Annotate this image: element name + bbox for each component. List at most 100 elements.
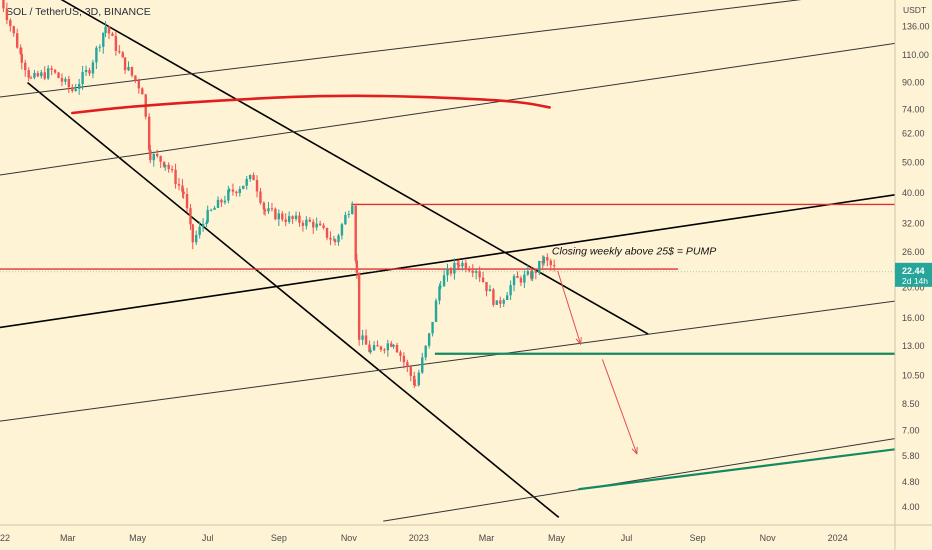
candle-body	[478, 271, 481, 278]
candle-body	[347, 213, 351, 215]
candle-body	[344, 214, 347, 225]
candle-body	[354, 205, 357, 261]
y-tick-label: 74.00	[902, 104, 925, 114]
candle-body	[308, 219, 312, 222]
candle-body	[235, 191, 238, 194]
candle-body	[351, 205, 354, 214]
candle-body	[155, 153, 159, 157]
y-tick-label: 136.00	[902, 21, 930, 31]
channel-lines	[0, 0, 896, 522]
candle-body	[449, 269, 453, 274]
candle-body	[446, 269, 449, 276]
candle-body	[201, 223, 205, 227]
candle-body	[277, 213, 281, 220]
candle-body	[111, 33, 114, 36]
candle-body	[259, 191, 262, 203]
candle-body	[468, 269, 471, 271]
candle-body	[421, 357, 424, 373]
arrow-head	[575, 337, 582, 346]
candle-body	[216, 199, 220, 208]
candle-body	[104, 26, 107, 33]
chart-title: SOL / TetherUS, 3D, BINANCE	[6, 6, 151, 18]
y-tick-label: 20.00	[902, 283, 925, 293]
candle-body	[395, 345, 399, 353]
candle-body	[95, 47, 98, 63]
candle-body	[228, 189, 231, 191]
trend-line	[27, 81, 560, 519]
candle-body	[355, 260, 359, 273]
candle-body	[492, 289, 495, 305]
candle-body	[164, 164, 167, 167]
y-tick-label: 4.00	[902, 502, 920, 512]
candle-body	[242, 185, 245, 189]
candle-body	[512, 276, 516, 286]
candle-body	[114, 35, 118, 51]
candle-body	[252, 175, 255, 181]
y-tick-label: 90.00	[902, 78, 925, 88]
annotation-text: Closing weekly above 25$ = PUMP	[552, 245, 716, 257]
candle-body	[84, 69, 88, 73]
candle-body	[167, 164, 170, 170]
candle-body	[427, 333, 431, 346]
candle-body	[485, 282, 488, 292]
candle-body	[60, 77, 64, 82]
candle-body	[147, 116, 151, 150]
y-tick-label: 50.00	[902, 158, 925, 168]
candle-body	[27, 70, 30, 78]
candle-body	[305, 219, 308, 226]
candle-body	[29, 77, 33, 79]
candle-body	[181, 185, 184, 192]
candle-body	[549, 260, 552, 266]
candle-body	[91, 62, 95, 74]
x-tick-label: Mar	[479, 533, 495, 543]
candle-body	[238, 188, 242, 194]
candle-body	[177, 183, 181, 186]
candle-body	[457, 264, 461, 267]
arrow-head	[631, 446, 638, 456]
candle-body	[291, 216, 294, 219]
candle-body	[325, 227, 329, 238]
y-tick-label: 10.50	[902, 370, 925, 380]
candle-body	[185, 193, 189, 209]
candle-body	[461, 262, 464, 267]
y-tick-label: 16.00	[902, 313, 925, 323]
candle-body	[361, 335, 364, 340]
candle-body	[417, 372, 421, 386]
candle-body	[364, 335, 368, 345]
candle-body	[71, 87, 74, 91]
candle-body	[262, 202, 266, 210]
candle-body	[205, 222, 208, 224]
candle-body	[505, 295, 509, 300]
candle-body	[509, 285, 512, 296]
candle-body	[519, 277, 523, 283]
y-tick-label: 7.00	[902, 426, 920, 436]
x-tick-label: Sep	[271, 533, 287, 543]
bar-countdown-label: 2d 14h	[902, 276, 928, 286]
candle-body	[162, 161, 166, 167]
candle-body	[263, 209, 267, 212]
y-tick-label: 5.80	[902, 451, 920, 461]
candle-body	[16, 33, 19, 48]
x-tick-label: May	[548, 533, 566, 543]
candle-body	[481, 277, 485, 283]
candle-body	[189, 208, 192, 225]
y-tick-label: 4.80	[902, 477, 920, 487]
candle-body	[322, 225, 325, 228]
trend-line	[383, 438, 896, 522]
candle-body	[340, 224, 344, 236]
candle-body	[499, 300, 502, 304]
candle-body	[77, 84, 81, 89]
candle-body	[12, 26, 15, 34]
candle-body	[274, 208, 277, 220]
candle-body	[368, 344, 371, 353]
candle-body	[357, 272, 361, 340]
candle-body	[195, 234, 198, 243]
candle-body	[152, 153, 155, 161]
candle-body	[270, 208, 274, 210]
drawings: Closing weekly above 25$ = PUMP	[0, 94, 895, 456]
candle-body	[98, 46, 102, 48]
candle-body	[281, 213, 284, 220]
candle-body	[231, 189, 235, 192]
